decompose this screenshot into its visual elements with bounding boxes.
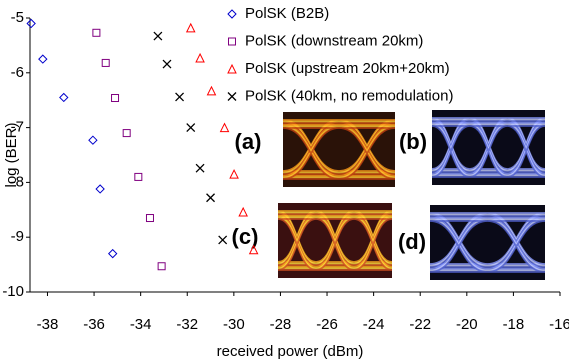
legend-label: PolSK (B2B) <box>245 5 329 22</box>
x-tick-label: -32 <box>176 316 198 333</box>
y-tick-label: -9 <box>11 228 24 245</box>
y-tick-label: -6 <box>11 64 24 81</box>
x-tick-label: -36 <box>83 316 105 333</box>
x-axis-label: received power (dBm) <box>217 343 364 360</box>
inset-label: (a) <box>235 129 262 154</box>
point <box>230 170 238 178</box>
inset-label: (d) <box>398 229 426 254</box>
point <box>239 208 247 216</box>
point <box>219 236 227 244</box>
x-tick-label: -38 <box>37 316 59 333</box>
x-tick-label: -30 <box>223 316 245 333</box>
point <box>154 32 162 40</box>
point <box>196 54 204 62</box>
x-tick-label: -18 <box>503 316 525 333</box>
chart: received power (dBm) log (BER) -5-6-7-8-… <box>0 0 569 362</box>
point <box>96 185 104 193</box>
point <box>27 19 35 27</box>
point <box>196 164 204 172</box>
eye-diagram <box>430 205 545 280</box>
inset-label: (c) <box>232 224 259 249</box>
point <box>207 194 215 202</box>
y-tick-label: -7 <box>11 119 24 136</box>
x-tick-label: -24 <box>363 316 385 333</box>
point <box>135 173 142 180</box>
legend-label: PolSK (40km, no remodulation) <box>245 87 453 104</box>
point <box>112 95 119 102</box>
y-tick-label: -8 <box>11 173 24 190</box>
point <box>163 60 171 68</box>
eye-diagram <box>283 112 395 187</box>
point <box>109 250 117 258</box>
x-tick-label: -20 <box>456 316 478 333</box>
legend-marker <box>228 10 236 18</box>
eye-diagram <box>278 203 392 278</box>
point <box>207 87 215 95</box>
point <box>102 59 109 66</box>
point <box>146 215 153 222</box>
x-tick-label: -28 <box>270 316 292 333</box>
legend-label: PolSK (downstream 20km) <box>245 32 423 49</box>
x-tick-label: -16 <box>549 316 569 333</box>
point <box>123 130 130 137</box>
legend-marker <box>228 65 236 73</box>
point <box>39 55 47 63</box>
y-tick-label: -5 <box>11 9 24 26</box>
eye-diagram <box>432 110 545 185</box>
point <box>176 93 184 101</box>
x-tick-label: -26 <box>316 316 338 333</box>
x-tick-label: -34 <box>130 316 152 333</box>
y-tick-label: -10 <box>2 283 24 300</box>
point <box>187 124 195 132</box>
x-tick-label: -22 <box>409 316 431 333</box>
point <box>89 136 97 144</box>
point <box>158 263 165 270</box>
point <box>187 24 195 32</box>
point <box>93 29 100 36</box>
inset-label: (b) <box>399 129 427 154</box>
legend-marker <box>228 93 236 101</box>
legend-label: PolSK (upstream 20km+20km) <box>245 60 450 77</box>
point <box>60 93 68 101</box>
legend-marker <box>229 38 236 45</box>
point <box>221 124 229 132</box>
